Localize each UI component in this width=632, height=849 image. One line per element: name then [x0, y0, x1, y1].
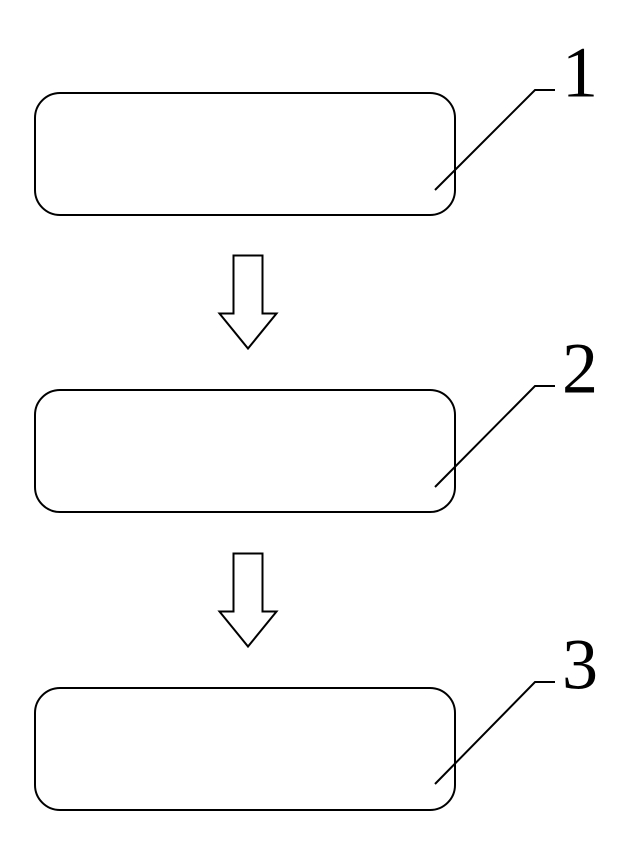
- flow-node-1: [35, 93, 455, 215]
- node-label-3: 3: [562, 625, 598, 705]
- leader-line-2: [435, 386, 555, 487]
- node-label-2: 2: [562, 329, 598, 409]
- leader-line-3: [435, 682, 555, 784]
- node-label-1: 1: [562, 33, 598, 113]
- flow-node-3: [35, 688, 455, 810]
- flow-arrow-2: [220, 554, 277, 647]
- flow-arrow-1: [220, 256, 277, 349]
- leader-line-1: [435, 90, 555, 190]
- flow-node-2: [35, 390, 455, 512]
